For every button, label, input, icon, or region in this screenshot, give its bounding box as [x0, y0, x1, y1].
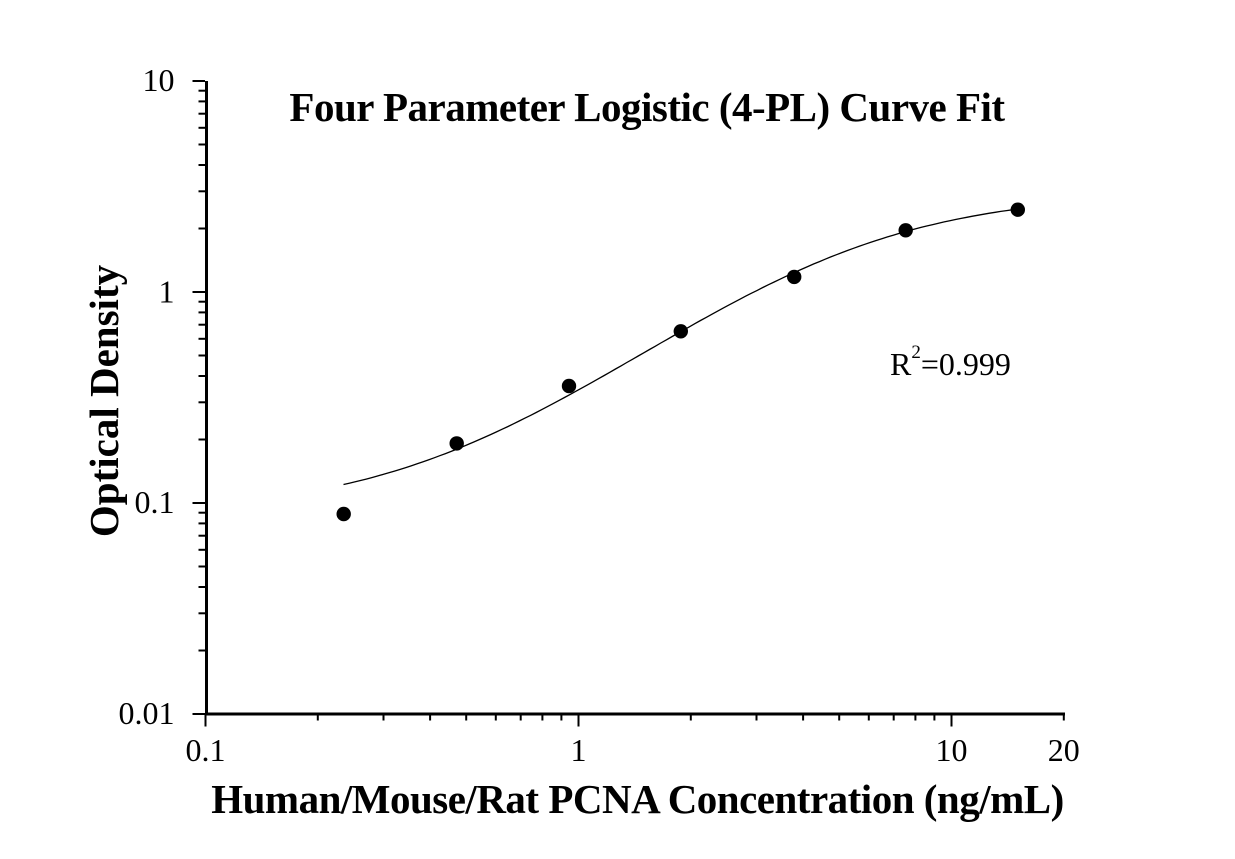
svg-text:Four Parameter Logistic (4-PL): Four Parameter Logistic (4-PL) Curve Fit	[289, 84, 1005, 130]
svg-text:Optical Density: Optical Density	[81, 264, 127, 537]
svg-text:0.01: 0.01	[119, 695, 175, 731]
svg-text:20: 20	[1048, 732, 1080, 768]
svg-text:1: 1	[571, 732, 587, 768]
svg-text:R2=0.999: R2=0.999	[890, 342, 1011, 382]
svg-text:10: 10	[143, 62, 175, 98]
svg-text:0.1: 0.1	[135, 484, 175, 520]
svg-text:Human/Mouse/Rat PCNA Concentra: Human/Mouse/Rat PCNA Concentration (ng/m…	[211, 776, 1064, 822]
svg-text:1: 1	[159, 274, 175, 310]
svg-text:10: 10	[936, 732, 968, 768]
svg-text:0.1: 0.1	[186, 732, 226, 768]
